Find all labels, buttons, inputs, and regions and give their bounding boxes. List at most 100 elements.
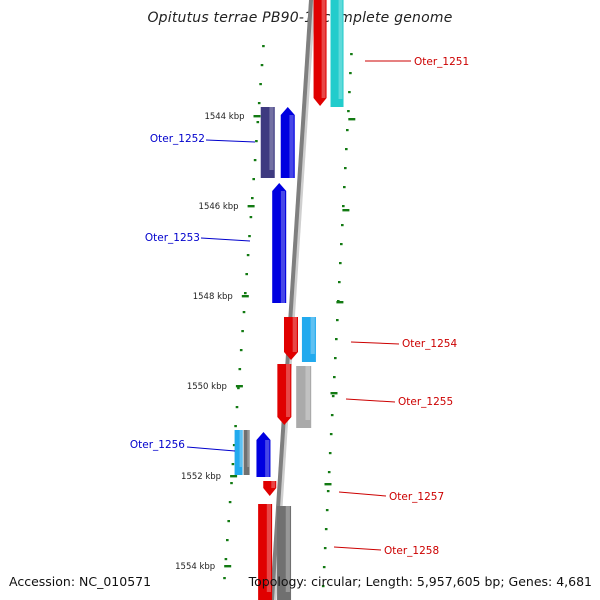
gene-oter-1251-red — [313, 0, 327, 106]
tick-dot — [231, 463, 235, 466]
scale-label: 1552 kbp — [181, 472, 221, 482]
tick-dot — [329, 433, 333, 436]
tick-dot — [256, 121, 260, 124]
tick-dot — [235, 406, 239, 409]
tick-dot — [224, 558, 228, 561]
tick-dot — [333, 376, 336, 379]
tick-dot — [349, 72, 352, 75]
major-tick — [224, 565, 232, 568]
tick-dot — [325, 509, 329, 512]
tick-dot — [245, 273, 248, 276]
tick-dot — [253, 159, 257, 162]
tick-dot — [230, 482, 233, 485]
leader-line-oter-1255 — [345, 398, 396, 403]
tick-dot — [342, 205, 345, 208]
topology-text: Topology: circular; Length: 5,957,605 bp… — [248, 574, 592, 589]
tick-dot — [344, 167, 347, 170]
tick-dot — [260, 64, 264, 67]
gene-oter-1254-lightblue — [301, 317, 316, 362]
gene-label-oter-1256[interactable]: Oter_1256 — [130, 439, 185, 451]
gene-label-oter-1254[interactable]: Oter_1254 — [402, 338, 457, 350]
tick-dot — [252, 178, 255, 181]
tick-dot — [346, 129, 349, 132]
tick-dot — [347, 110, 350, 113]
gene-oter-1253-blue — [272, 183, 287, 303]
scale-label: 1546 kbp — [199, 202, 239, 212]
tick-dot — [340, 243, 343, 246]
gene-oter-1255-grey — [296, 366, 312, 428]
gene-oter-1252-blue — [280, 107, 295, 178]
tick-dot — [242, 311, 246, 314]
tick-dot — [249, 216, 253, 219]
tick-dot — [227, 520, 230, 523]
gene-oter-1251-cyan — [330, 0, 344, 107]
gene-label-oter-1257[interactable]: Oter_1257 — [389, 491, 444, 503]
genome-axis — [269, 0, 316, 600]
tick-dot — [237, 387, 240, 390]
tick-dot — [246, 254, 250, 257]
tick-dot — [244, 292, 247, 295]
tick-dot — [336, 319, 339, 322]
tick-dots — [223, 45, 356, 588]
scale-label: 1544 kbp — [204, 112, 244, 122]
tick-dot — [228, 501, 232, 504]
leader-line-oter-1257 — [338, 491, 387, 497]
tick-dot — [345, 148, 348, 151]
gene-oter-1256-grey — [243, 430, 250, 475]
major-tick — [235, 385, 243, 388]
tick-dot — [334, 357, 337, 360]
tick-dot — [348, 91, 351, 94]
tick-dot — [350, 53, 353, 56]
tick-dot — [326, 490, 330, 493]
leader-line-oter-1254 — [350, 341, 400, 345]
tick-dot — [262, 45, 265, 48]
tick-dot — [241, 330, 244, 333]
tick-dot — [338, 281, 341, 284]
gene-label-oter-1252[interactable]: Oter_1252 — [150, 133, 205, 145]
accession-text: Accession: NC_010571 — [9, 574, 152, 589]
tick-dot — [321, 585, 325, 588]
gene-label-oter-1255[interactable]: Oter_1255 — [398, 396, 453, 408]
genome-axis-line — [269, 0, 314, 600]
tick-dot — [343, 186, 346, 189]
leader-line-oter-1258 — [333, 546, 382, 551]
tick-dot — [331, 395, 335, 398]
tick-dot — [238, 368, 242, 371]
scale-label: 1554 kbp — [175, 562, 215, 572]
scale-label: 1550 kbp — [187, 382, 227, 392]
tick-dot — [324, 528, 328, 531]
gene-label-oter-1251[interactable]: Oter_1251 — [414, 56, 469, 68]
gene-oter-1252-purple — [260, 107, 275, 178]
gene-features — [234, 0, 344, 600]
gene-oter-1258-grey — [277, 506, 292, 600]
scale-label: 1548 kbp — [193, 292, 233, 302]
gene-oter-1254-red — [283, 317, 298, 360]
major-tick — [241, 295, 249, 298]
leader-line-oter-1253 — [200, 237, 251, 242]
genome-title: Opitutus terrae PB90-1, complete genome — [147, 10, 453, 26]
gene-label-oter-1253[interactable]: Oter_1253 — [145, 232, 200, 244]
gene-oter-1257-red — [263, 481, 277, 496]
tick-dot — [226, 539, 229, 542]
major-tick — [253, 115, 261, 118]
tick-dot — [327, 471, 331, 474]
tick-dot — [255, 140, 258, 143]
tick-dot — [330, 414, 334, 417]
gene-label-oter-1258[interactable]: Oter_1258 — [384, 545, 439, 557]
gene-oter-1255-red — [277, 364, 292, 425]
major-tick — [230, 475, 238, 478]
tick-dot — [341, 224, 344, 227]
leader-line-oter-1252 — [205, 139, 256, 143]
tick-dot — [251, 197, 254, 200]
tick-dot — [328, 452, 332, 455]
gene-labels: Oter_1251 Oter_1252 Oter_1253 Oter_1254 Oter… — [130, 56, 469, 557]
gene-oter-1256-blue — [256, 432, 271, 477]
tick-dot — [339, 262, 342, 265]
major-tick — [330, 392, 338, 395]
leader-line-oter-1256 — [186, 446, 236, 452]
scale-labels: 1544 kbp 1546 kbp 1548 kbp 1550 kbp 1552 kbp… — [175, 112, 244, 572]
gene-oter-1256-lightblue — [234, 430, 243, 475]
tick-dot — [259, 83, 262, 86]
tick-dot — [223, 577, 226, 580]
